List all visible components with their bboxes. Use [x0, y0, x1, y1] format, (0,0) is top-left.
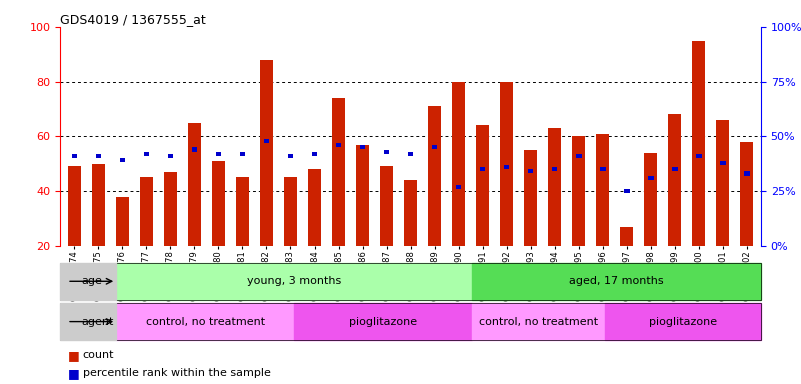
Bar	[500, 81, 513, 246]
Bar	[668, 114, 681, 246]
Bar	[260, 60, 273, 246]
Bar	[356, 144, 369, 246]
Bar	[380, 166, 393, 246]
Bar	[456, 185, 461, 189]
Text: age: age	[82, 276, 103, 286]
Bar	[596, 134, 609, 246]
Bar	[472, 263, 761, 300]
Bar	[428, 106, 441, 246]
Bar	[576, 154, 582, 158]
Bar	[215, 152, 221, 156]
Bar	[167, 154, 174, 158]
Bar	[119, 158, 126, 162]
Bar	[68, 166, 81, 246]
Bar	[623, 189, 630, 193]
Bar	[404, 180, 417, 246]
Bar	[188, 122, 201, 246]
Text: GDS4019 / 1367555_at: GDS4019 / 1367555_at	[60, 13, 206, 26]
Bar	[692, 41, 705, 246]
Text: agent: agent	[82, 316, 114, 327]
Bar	[264, 139, 269, 143]
Bar	[647, 176, 654, 180]
Bar	[600, 167, 606, 171]
Bar	[308, 169, 321, 246]
Bar	[552, 167, 557, 171]
Bar	[164, 172, 177, 246]
Bar	[476, 125, 489, 246]
Bar	[294, 303, 472, 340]
Bar	[360, 145, 365, 149]
Bar	[671, 167, 678, 171]
Text: aged, 17 months: aged, 17 months	[570, 276, 664, 286]
Bar	[740, 142, 753, 246]
Bar	[644, 153, 657, 246]
Bar	[95, 154, 102, 158]
Bar	[719, 161, 726, 165]
Bar	[92, 164, 105, 246]
Bar	[288, 154, 293, 158]
Text: percentile rank within the sample: percentile rank within the sample	[83, 368, 271, 378]
Bar	[620, 227, 633, 246]
Bar	[191, 147, 198, 152]
Bar	[60, 263, 116, 300]
Bar	[480, 167, 485, 171]
Bar	[408, 152, 413, 156]
Bar	[606, 303, 761, 340]
Text: pioglitazone: pioglitazone	[649, 316, 717, 327]
Bar	[143, 152, 150, 156]
Bar	[548, 128, 562, 246]
Text: count: count	[83, 350, 114, 360]
Bar	[528, 169, 533, 174]
Bar	[472, 303, 606, 340]
Text: control, no treatment: control, no treatment	[479, 316, 598, 327]
Bar	[572, 136, 586, 246]
Text: young, 3 months: young, 3 months	[247, 276, 341, 286]
Bar	[743, 172, 750, 175]
Bar	[384, 150, 389, 154]
Text: ■: ■	[68, 367, 80, 380]
Bar	[452, 81, 465, 246]
Bar	[116, 303, 294, 340]
Bar	[284, 177, 297, 246]
Text: ■: ■	[68, 349, 80, 362]
Bar	[235, 177, 249, 246]
Bar	[432, 145, 437, 149]
Bar	[71, 154, 78, 158]
Bar	[332, 98, 345, 246]
Bar	[116, 263, 472, 300]
Text: pioglitazone: pioglitazone	[349, 316, 417, 327]
Bar	[212, 161, 225, 246]
Bar	[60, 303, 116, 340]
Bar	[140, 177, 153, 246]
Bar	[695, 154, 702, 158]
Bar	[312, 152, 317, 156]
Bar	[524, 150, 537, 246]
Bar	[716, 120, 729, 246]
Bar	[504, 165, 509, 169]
Bar	[116, 197, 129, 246]
Bar	[239, 152, 245, 156]
Text: control, no treatment: control, no treatment	[146, 316, 264, 327]
Bar	[336, 143, 341, 147]
